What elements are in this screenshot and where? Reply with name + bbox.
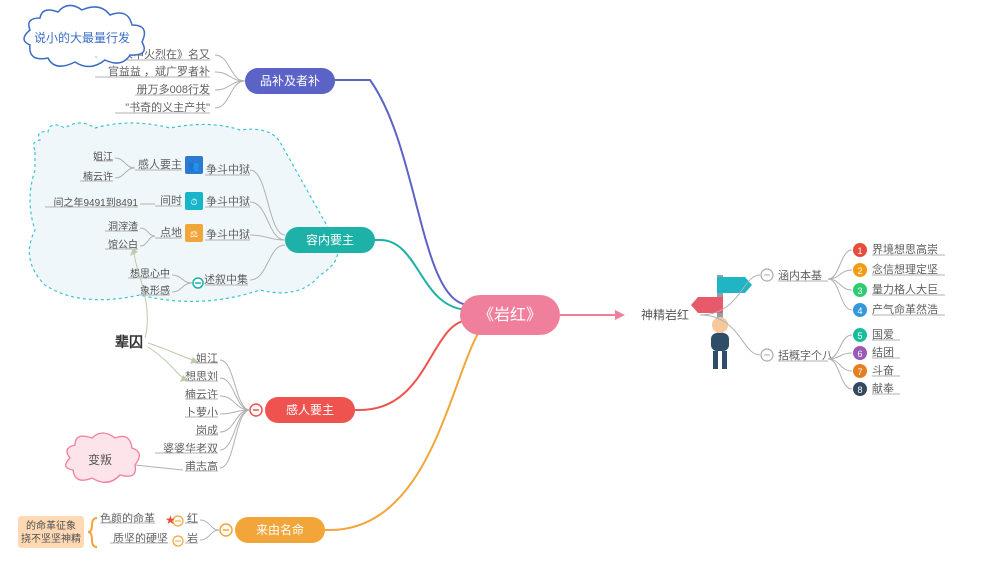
svg-text:斗奋: 斗奋 bbox=[872, 363, 894, 377]
svg-text:争斗中狱: 争斗中狱 bbox=[206, 194, 250, 208]
author-cloud: 说小的大最量行发 bbox=[24, 5, 144, 66]
betray-text: 变叛 bbox=[88, 452, 112, 467]
svg-text:2: 2 bbox=[857, 266, 862, 276]
svg-text:挠不坚坚神精: 挠不坚坚神精 bbox=[21, 532, 81, 545]
people-leaves: 姐江 想思刘 楠云许 卜萝小 岗成 婆婆华老双 甫志高 bbox=[155, 351, 250, 473]
name-items: 红 ★ 色颜的命革 岩 质坚的硬坚 bbox=[100, 511, 219, 546]
betray-cloud: 变叛 bbox=[66, 433, 183, 482]
link-people bbox=[330, 320, 470, 410]
author-node-label: 品补及者补 bbox=[260, 74, 320, 88]
svg-text:争斗中狱: 争斗中狱 bbox=[206, 227, 250, 241]
svg-text:5: 5 bbox=[857, 331, 862, 341]
svg-text:的命革征象: 的命革征象 bbox=[26, 519, 76, 532]
svg-text:争斗中狱: 争斗中狱 bbox=[206, 162, 250, 176]
svg-text:量力格人大巨: 量力格人大巨 bbox=[872, 282, 938, 296]
svg-text:献奉: 献奉 bbox=[872, 381, 894, 395]
author-leaf: 册万多008行发 bbox=[137, 82, 210, 96]
author-cloud-text: 说小的大最量行发 bbox=[34, 30, 130, 45]
svg-text:7: 7 bbox=[857, 367, 862, 377]
tag-prisoner: 辈囚 bbox=[115, 334, 143, 350]
link-name bbox=[300, 330, 480, 530]
author-leaf: "书奇的义主产共" bbox=[125, 100, 210, 114]
svg-text:间时: 间时 bbox=[160, 194, 182, 207]
svg-text:4: 4 bbox=[857, 306, 862, 316]
svg-text:界境想思高崇: 界境想思高崇 bbox=[872, 242, 938, 256]
svg-text:结团: 结团 bbox=[872, 346, 894, 359]
link-author bbox=[315, 80, 470, 305]
arrow-head bbox=[615, 310, 625, 320]
cloud-region bbox=[29, 123, 337, 301]
name-node-label: 来由名命 bbox=[256, 522, 304, 537]
content-node-label: 容内要主 bbox=[306, 232, 354, 247]
svg-text:括概字个八: 括概字个八 bbox=[778, 348, 833, 362]
svg-text:3: 3 bbox=[857, 286, 862, 296]
spirit-label: 神精岩红 bbox=[641, 307, 689, 322]
svg-text:感人要主: 感人要主 bbox=[138, 158, 182, 171]
svg-text:产气命革然浩: 产气命革然浩 bbox=[872, 302, 938, 316]
svg-text:👥: 👥 bbox=[188, 161, 199, 171]
svg-text:涵内本基: 涵内本基 bbox=[778, 268, 822, 282]
spirit-group-2: 5 国爱 6 结团 7 斗奋 8 献奉 bbox=[828, 328, 900, 396]
svg-text:点地: 点地 bbox=[160, 226, 182, 239]
people-node-label: 感人要主 bbox=[286, 402, 334, 417]
svg-text:8: 8 bbox=[857, 385, 862, 395]
svg-text:6: 6 bbox=[857, 349, 862, 359]
author-leaf: 官益益 ，斌广罗者补 bbox=[108, 64, 210, 78]
svg-text:★: ★ bbox=[165, 513, 176, 527]
svg-text:国爱: 国爱 bbox=[872, 328, 894, 341]
svg-text:述叙中集: 述叙中集 bbox=[204, 272, 248, 286]
spirit-group-1: 1 界境想思高崇 2 念信想理定坚 3 量力格人大巨 4 产气命革然浩 bbox=[828, 242, 945, 317]
center-label: 《岩红》 bbox=[478, 306, 542, 324]
mindmap: 《岩红》 神精岩红 品补及者补 《生永中火烈在》名又 官益益 ，斌广罗者补 册万… bbox=[0, 0, 1000, 574]
svg-text:⚖: ⚖ bbox=[190, 229, 198, 239]
svg-text:1: 1 bbox=[857, 246, 862, 256]
svg-text:念信想理定坚: 念信想理定坚 bbox=[872, 262, 938, 276]
svg-text:⏱: ⏱ bbox=[190, 197, 197, 207]
